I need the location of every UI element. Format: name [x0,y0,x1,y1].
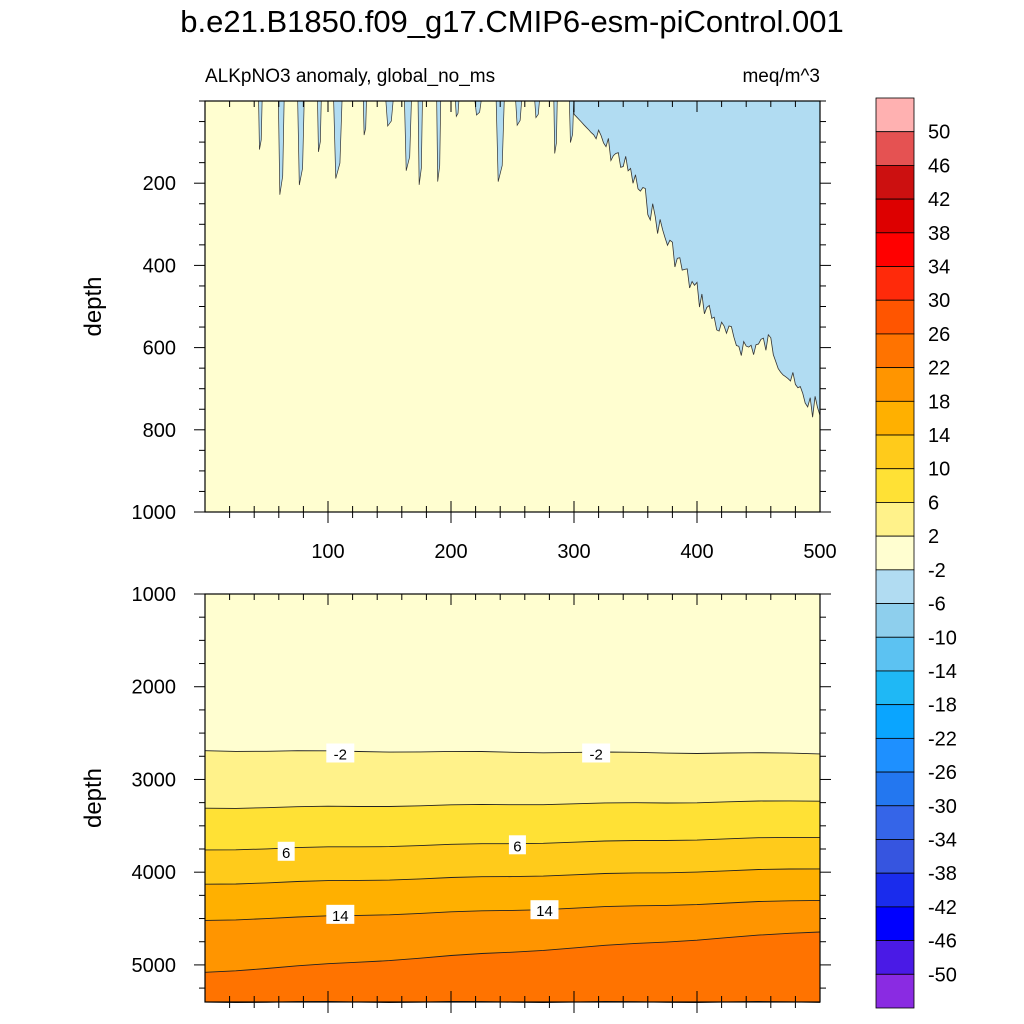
y-tick-label: 1000 [132,502,177,524]
colorbar-swatch [875,198,915,234]
colorbar-label: 6 [928,492,939,514]
colorbar-swatch [875,502,915,537]
x-tick-label: 400 [680,541,713,563]
colorbar-label: -14 [928,661,957,683]
y-axis-label: depth [80,768,107,828]
colorbar-swatch [875,434,915,470]
colorbar-swatch [875,232,915,267]
y-tick-label: 400 [143,255,176,277]
colorbar-label: 22 [928,358,950,380]
colorbar-swatch [875,299,915,335]
colorbar-swatch [875,973,915,1009]
colorbar-label: 14 [928,425,950,447]
colorbar-label: 34 [928,257,950,279]
colorbar-label: 26 [928,324,950,346]
lower-panel: -2 -2 6 6 14 14 1000 2000 3000 4000 5000 depth [80,584,831,1013]
colorbar-swatch [875,468,915,503]
colorbar-swatch [875,704,915,739]
y-tick-label: 5000 [132,955,177,977]
colorbar-label: 10 [928,459,950,481]
y-tick-label: 2000 [132,677,177,699]
colorbar-swatch [875,771,915,807]
colorbar-label: 2 [928,526,939,548]
variable-label: ALKpNO3 anomaly, global_no_ms [205,66,495,87]
colorbar-swatch [875,603,915,638]
contour-line [204,931,821,973]
plot-frame [204,100,821,513]
chart-title: b.e21.B1850.f09_g17.CMIP6-esm-piControl.… [180,4,844,39]
colorbar-swatch [875,906,915,941]
colorbar-label: -2 [928,560,946,582]
colorbar-label: -46 [928,931,957,953]
colorbar-label: -6 [928,594,946,616]
colorbar-label: -18 [928,695,957,717]
colorbar: 50 46 42 38 34 30 26 22 18 14 10 6 2 -2 -6 -10 -14 -18 -22… [875,97,957,1009]
colorbar-label: -26 [928,762,957,784]
colorbar-swatch [875,367,915,402]
colorbar-label: -34 [928,829,957,851]
contour-label-box [582,743,611,763]
colorbar-label: 38 [928,223,950,245]
contour-line [204,868,821,885]
colorbar-swatch [875,940,915,975]
colorbar-label: 50 [928,122,950,144]
plot-frame [204,593,821,1003]
y-axis-label: depth [80,276,107,336]
upper-panel: 200 400 600 800 1000 100 200 300 400 500 depth [80,100,837,563]
contour-label: 14 [536,903,553,920]
colorbar-swatch [875,569,915,604]
colorbar-label: -30 [928,796,957,818]
contour-label-box [530,900,559,920]
colorbar-swatch [875,670,915,706]
colorbar-label: 18 [928,391,950,413]
y-tick-label: 600 [143,338,176,360]
contour-band [205,932,820,1002]
y-tick-label: 4000 [132,862,177,884]
contour-label: -2 [589,746,602,763]
colorbar-label: -42 [928,897,957,919]
x-tick-label: 100 [311,541,344,563]
region-minus10-to-minus6 [573,100,821,418]
colorbar-swatch [875,131,915,166]
contour-line [204,750,821,755]
colorbar-swatch [875,805,915,840]
colorbar-swatch [875,636,915,672]
x-tick-label: 200 [434,541,467,563]
contour-label-box [326,904,355,924]
colorbar-swatch [875,737,915,773]
colorbar-swatch [875,872,915,908]
y-tick-label: 200 [143,173,176,195]
x-tick-label: 500 [803,541,836,563]
contour-line [204,899,821,921]
contour-label-box [326,743,355,763]
colorbar-label: -38 [928,863,957,885]
colorbar-label: -22 [928,728,957,750]
units-label: meq/m^3 [742,66,820,87]
y-tick-label: 3000 [132,769,177,791]
y-tick-label: 1000 [132,584,177,606]
colorbar-swatch [875,165,915,200]
x-tick-label: 300 [557,541,590,563]
colorbar-swatch [875,97,915,133]
colorbar-label: 30 [928,290,950,312]
colorbar-label: 42 [928,189,950,211]
y-tick-label: 800 [143,420,176,442]
colorbar-label: -50 [928,964,957,986]
contour-line [204,800,821,809]
contour-label-box [508,835,526,855]
contour-label: 6 [282,845,290,862]
colorbar-swatch [875,266,915,301]
contour-label: 14 [332,908,349,925]
colorbar-swatch [875,535,915,571]
colorbar-swatch [875,400,915,436]
colorbar-label: -10 [928,627,957,649]
contour-label: -2 [334,746,347,763]
contour-label: 6 [513,838,521,855]
colorbar-swatch [875,333,915,369]
colorbar-label: 46 [928,155,950,177]
colorbar-swatch [875,839,915,874]
contour-label-box [277,841,295,861]
